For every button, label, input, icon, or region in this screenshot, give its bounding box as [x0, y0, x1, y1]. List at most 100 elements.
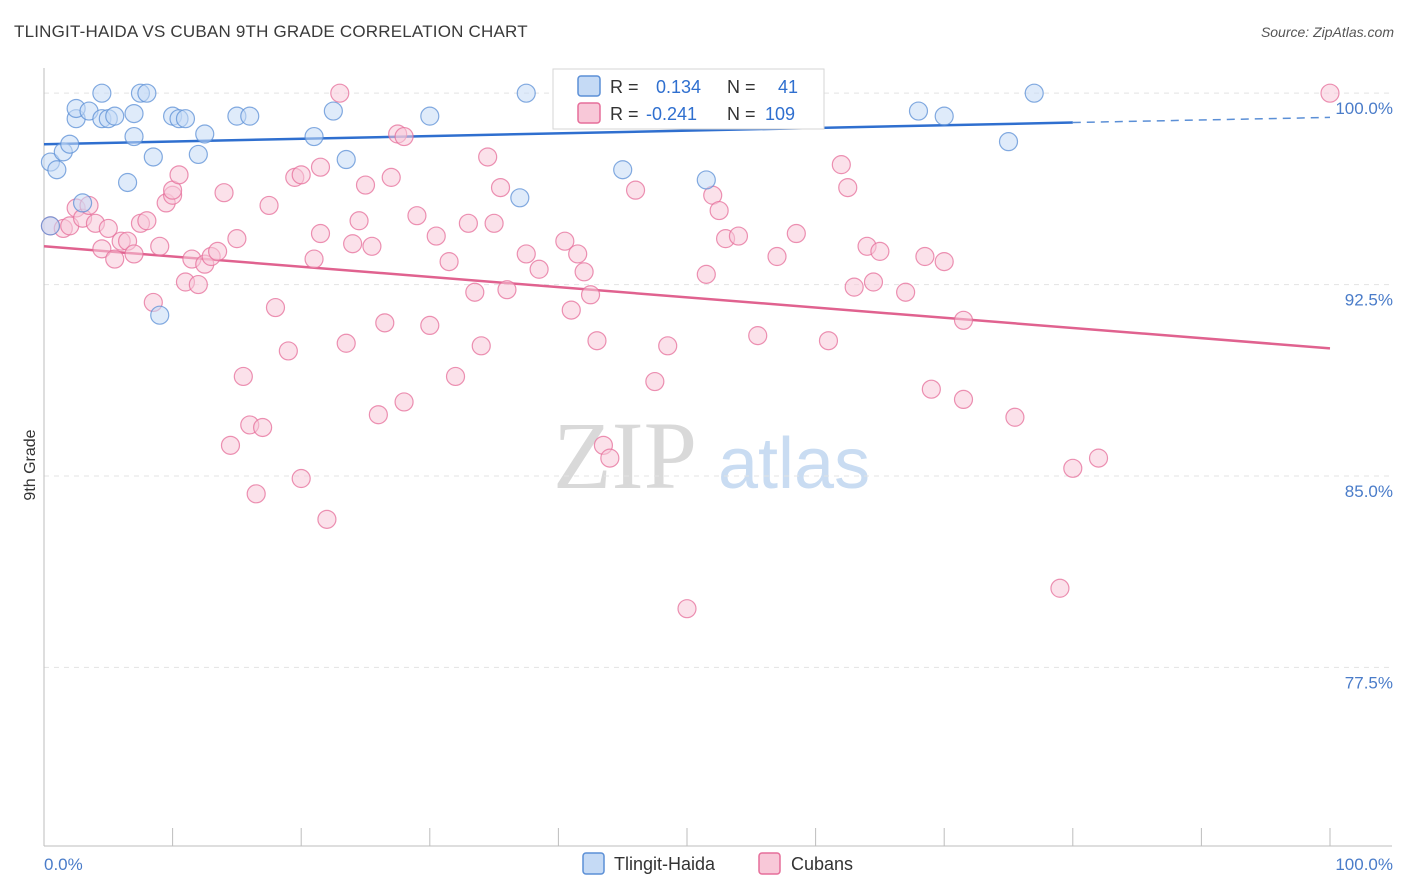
tlingit-point	[92, 83, 112, 103]
cubans-point	[330, 83, 350, 103]
cubans-point	[291, 165, 311, 185]
legend-n-value-1: 41	[778, 77, 798, 97]
cubans-point	[587, 331, 607, 351]
cubans-point	[343, 234, 363, 254]
tlingit-point	[195, 124, 215, 144]
tlingit-point	[150, 305, 170, 325]
cubans-point	[220, 435, 241, 455]
legend-r-value-2: -0.241	[646, 104, 697, 124]
tlingit-point	[420, 106, 440, 126]
cubans-point	[150, 236, 170, 256]
cubans-point	[227, 229, 247, 249]
tlingit-point	[336, 149, 356, 170]
tlingit-point	[47, 160, 67, 180]
cubans-point	[169, 165, 189, 185]
cubans-point	[233, 366, 253, 387]
cubans-point	[407, 206, 427, 226]
cubans-trend-line	[43, 245, 1331, 350]
legend-n-label-2: N =	[727, 104, 756, 124]
legend-swatch-cubans	[577, 102, 601, 124]
source-label: Source: ZipAtlas.com	[1260, 24, 1394, 40]
cubans-point	[394, 126, 414, 147]
cubans-point	[381, 167, 401, 187]
stats-legend: R = 0.134 N = 41 R = -0.241 N = 109	[552, 68, 825, 130]
tlingit-point	[105, 106, 125, 126]
cubans-point	[574, 262, 594, 282]
y-tick-label: 100.0%	[1335, 99, 1393, 118]
cubans-point	[555, 231, 575, 251]
x-tick-label: 0.0%	[44, 855, 83, 874]
cubans-point	[246, 484, 266, 504]
cubans-point	[728, 226, 749, 246]
cubans-point	[484, 213, 504, 233]
cubans-point	[561, 300, 581, 320]
cubans-point	[786, 223, 806, 244]
cubans-point	[439, 252, 459, 272]
cubans-point	[317, 509, 337, 529]
cubans-point	[529, 259, 549, 279]
cubans-point	[105, 249, 125, 269]
cubans-point	[1088, 448, 1109, 468]
cubans-point	[214, 183, 234, 203]
cubans-point	[658, 336, 678, 356]
tlingit-point	[304, 126, 324, 147]
cubans-point	[921, 379, 941, 399]
cubans-point	[1320, 83, 1340, 103]
legend-r-label-2: R =	[610, 104, 639, 124]
x-tick-label: 100.0%	[1335, 855, 1393, 874]
cubans-point	[696, 264, 716, 284]
tlingit-point	[240, 106, 260, 126]
cubans-point	[310, 223, 331, 244]
cubans-point	[394, 392, 414, 412]
watermark-atlas: atlas	[718, 424, 870, 504]
tlingit-point	[908, 101, 929, 121]
cubans-point	[291, 468, 311, 489]
tlingit-point	[40, 216, 61, 236]
cubans-point	[124, 244, 144, 264]
y-tick-label: 85.0%	[1345, 482, 1393, 501]
cubans-point	[497, 280, 517, 300]
cubans-point	[953, 389, 974, 410]
bottom-legend-swatch-tlingit	[582, 852, 605, 875]
tlingit-point	[124, 103, 144, 124]
cubans-point	[98, 218, 118, 239]
cubans-point	[677, 599, 697, 619]
tlingit-point	[124, 126, 144, 147]
cubans-point	[304, 249, 324, 269]
legend-n-value-2: 109	[765, 104, 795, 124]
y-tick-label: 92.5%	[1345, 291, 1393, 310]
cubans-point	[1063, 458, 1083, 478]
chart-title: TLINGIT-HAIDA VS CUBAN 9TH GRADE CORRELA…	[14, 22, 528, 41]
cubans-point	[767, 246, 787, 267]
cubans-point	[838, 177, 858, 198]
series-legend: Tlingit-Haida Cubans	[582, 852, 853, 875]
cubans-point	[915, 246, 935, 267]
tlingit-point	[1024, 83, 1044, 103]
cubans-point	[208, 241, 228, 261]
cubans-point	[863, 272, 884, 292]
cubans-point	[259, 195, 279, 216]
data-points	[40, 83, 1340, 619]
tlingit-point	[516, 83, 536, 103]
cubans-point	[355, 175, 376, 195]
cubans-point	[953, 310, 974, 330]
cubans-point	[934, 252, 954, 272]
tlingit-point	[60, 134, 80, 154]
cubans-point	[709, 200, 729, 221]
cubans-point	[310, 157, 331, 177]
tlingit-point	[696, 170, 716, 190]
cubans-point	[831, 155, 851, 175]
cubans-point	[362, 236, 382, 256]
cubans-point	[137, 211, 157, 231]
cubans-point	[278, 341, 298, 361]
cubans-point	[645, 371, 665, 392]
tlingit-point	[143, 147, 163, 167]
cubans-point	[426, 226, 446, 246]
cubans-point	[478, 147, 498, 167]
y-tick-label: 77.5%	[1345, 673, 1393, 692]
cubans-point	[625, 180, 646, 200]
cubans-point	[375, 313, 395, 333]
cubans-point	[896, 282, 916, 302]
bottom-legend-label-tlingit: Tlingit-Haida	[614, 854, 716, 874]
